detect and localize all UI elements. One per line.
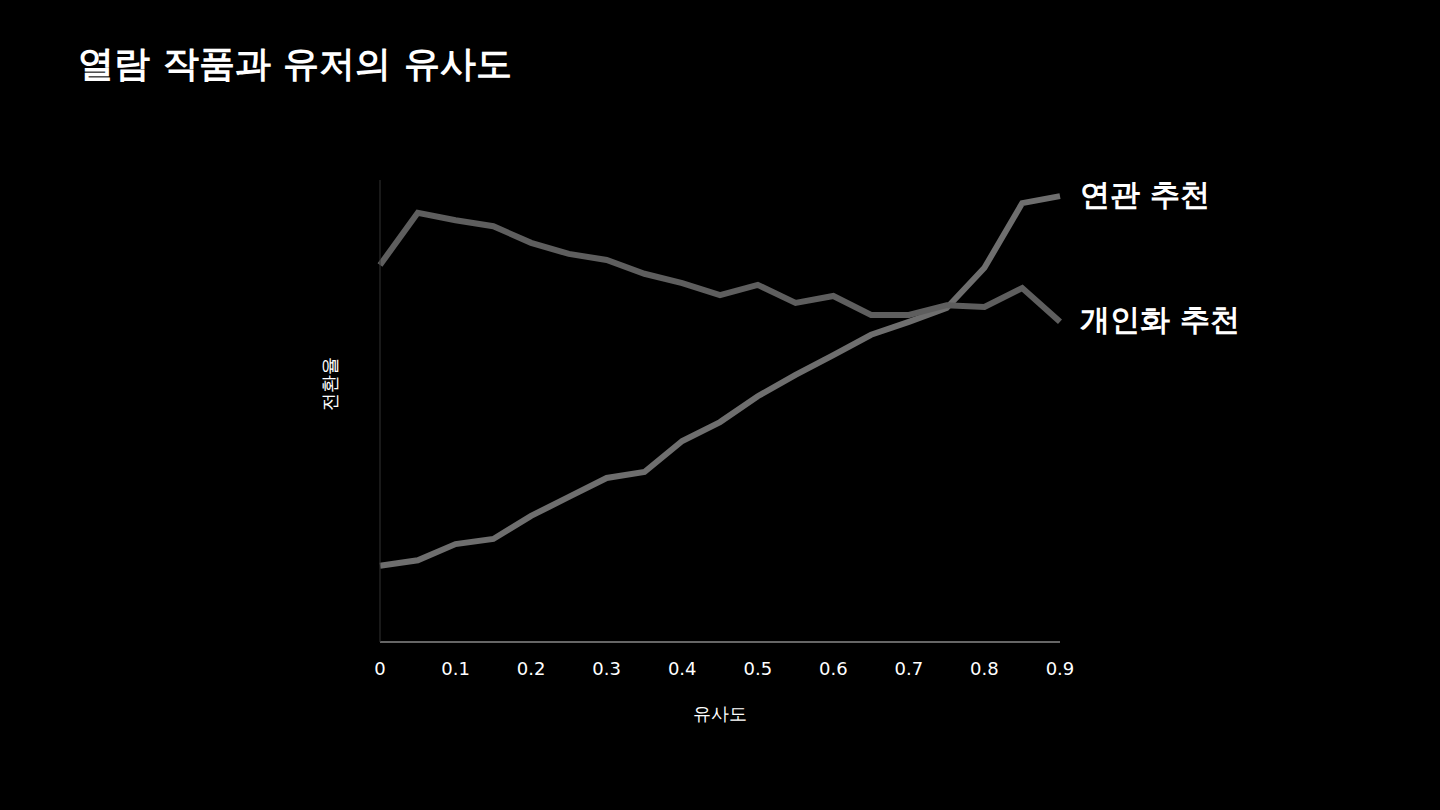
svg-text:0.5: 0.5 [743,658,772,679]
svg-text:0.9: 0.9 [1046,658,1075,679]
svg-text:0: 0 [374,658,385,679]
svg-text:유사도: 유사도 [693,703,747,724]
svg-text:개인화 추천: 개인화 추천 [1080,302,1240,337]
svg-text:0.8: 0.8 [970,658,999,679]
svg-text:0.4: 0.4 [668,658,697,679]
svg-text:0.6: 0.6 [819,658,848,679]
svg-text:0.2: 0.2 [517,658,546,679]
svg-text:0.7: 0.7 [895,658,924,679]
svg-text:0.1: 0.1 [441,658,470,679]
svg-text:전환율: 전환율 [319,357,340,411]
html-text:열람 작품과 유저의 유사도: 열람 작품과 유저의 유사도 [78,43,512,84]
svg-text:0.3: 0.3 [592,658,621,679]
svg-text:연관 추천: 연관 추천 [1080,177,1210,212]
